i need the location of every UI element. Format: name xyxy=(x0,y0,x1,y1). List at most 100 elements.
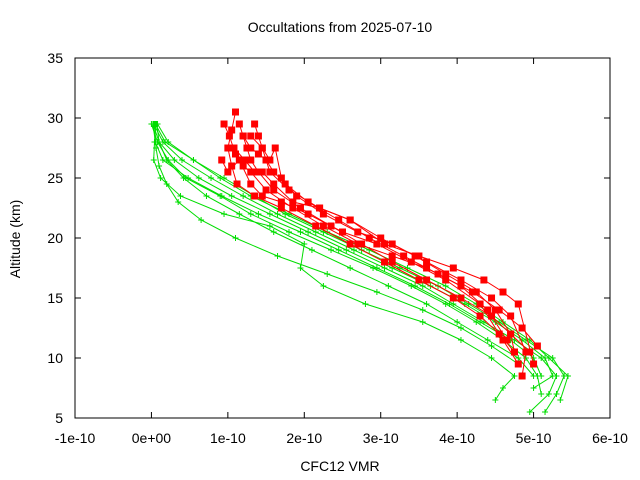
red-point xyxy=(247,180,255,188)
red-point xyxy=(388,252,396,260)
green-point xyxy=(228,193,235,199)
red-point xyxy=(241,156,249,164)
red-point xyxy=(354,240,362,248)
green-point xyxy=(522,355,529,361)
red-point xyxy=(526,348,534,356)
red-point xyxy=(472,288,480,296)
red-point xyxy=(289,204,297,212)
green-point xyxy=(179,157,185,163)
red-point xyxy=(339,228,346,236)
x-tick-label: 4e-10 xyxy=(439,430,475,446)
green-point xyxy=(347,265,354,271)
y-tick-label: 15 xyxy=(47,290,63,306)
red-point xyxy=(235,156,243,164)
red-point xyxy=(224,168,232,176)
red-point xyxy=(230,144,238,152)
green-point xyxy=(530,373,537,379)
green-point xyxy=(511,373,518,379)
green-point xyxy=(305,229,312,235)
green-point xyxy=(419,307,426,313)
green-point xyxy=(159,157,166,163)
green-point xyxy=(373,289,380,295)
chart-title: Occultations from 2025-07-10 xyxy=(248,19,433,35)
red-point xyxy=(266,168,274,176)
green-point xyxy=(484,337,491,343)
green-point xyxy=(185,175,192,181)
red-point xyxy=(239,162,247,170)
red-point xyxy=(281,180,289,188)
green-point xyxy=(412,283,419,289)
y-tick-label: 25 xyxy=(47,170,63,186)
green-point xyxy=(198,217,205,223)
y-tick-label: 35 xyxy=(47,50,63,66)
red-point xyxy=(442,276,450,284)
green-point xyxy=(457,337,464,343)
red-point xyxy=(285,186,293,194)
red-point xyxy=(254,132,262,140)
red-point xyxy=(488,294,496,302)
green-point xyxy=(312,229,319,235)
red-point xyxy=(514,300,522,308)
green-point xyxy=(240,193,247,199)
red-point xyxy=(271,144,279,152)
green-point xyxy=(165,139,172,145)
green-point xyxy=(545,391,552,397)
red-point xyxy=(266,156,274,164)
red-point xyxy=(277,198,285,206)
green-point xyxy=(419,283,426,289)
green-series-line xyxy=(154,123,519,365)
red-point xyxy=(233,180,241,188)
red-point xyxy=(289,198,297,206)
green-point xyxy=(542,409,549,415)
red-point xyxy=(381,240,389,248)
red-point xyxy=(530,360,538,368)
red-point xyxy=(507,330,515,338)
green-point xyxy=(526,409,533,415)
red-point xyxy=(312,222,320,230)
red-point xyxy=(499,336,507,344)
green-point xyxy=(255,211,262,217)
green-point xyxy=(203,193,210,199)
red-point xyxy=(476,300,484,308)
red-point xyxy=(423,264,431,272)
green-point xyxy=(270,229,277,235)
green-point xyxy=(545,355,552,361)
red-point xyxy=(388,240,396,248)
x-tick-label: 5e-10 xyxy=(516,430,552,446)
red-point xyxy=(407,258,415,266)
green-series-line xyxy=(153,123,554,389)
green-point xyxy=(221,211,228,217)
red-point xyxy=(258,168,266,176)
x-tick-label: 0e+00 xyxy=(132,430,172,446)
red-point xyxy=(514,360,522,368)
red-point xyxy=(449,294,457,302)
red-point xyxy=(228,162,236,170)
green-point xyxy=(492,397,499,403)
green-point xyxy=(171,157,178,163)
green-point xyxy=(373,265,380,271)
red-point xyxy=(228,126,236,134)
red-point xyxy=(247,132,255,140)
red-point xyxy=(423,276,431,284)
red-point xyxy=(522,348,530,356)
green-point xyxy=(190,157,197,163)
green-point xyxy=(343,247,350,253)
red-point xyxy=(457,276,465,284)
red-point xyxy=(491,306,499,314)
x-tick-label: 3e-10 xyxy=(363,430,399,446)
y-tick-label: 30 xyxy=(47,110,63,126)
red-point xyxy=(224,144,232,152)
red-point xyxy=(468,288,476,296)
green-point xyxy=(477,319,484,325)
y-axis-label: Altitude (km) xyxy=(7,200,23,279)
red-point xyxy=(415,276,423,284)
y-tick-label: 10 xyxy=(47,350,63,366)
red-point xyxy=(346,216,354,224)
red-point xyxy=(365,234,373,242)
green-point xyxy=(232,235,239,241)
red-point xyxy=(277,204,285,212)
red-point xyxy=(484,306,492,314)
green-point xyxy=(297,265,304,271)
